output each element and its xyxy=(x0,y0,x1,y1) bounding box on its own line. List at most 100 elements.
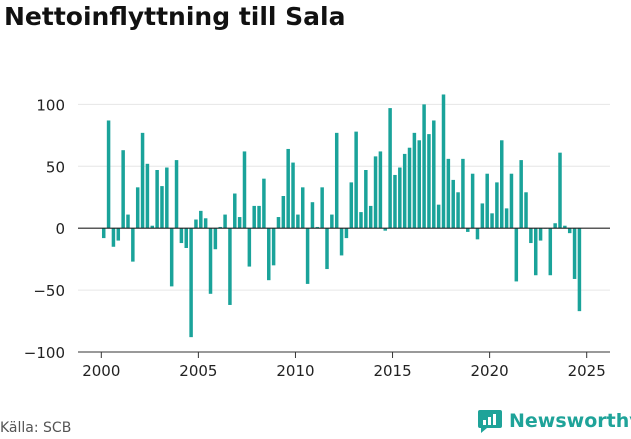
bar xyxy=(451,179,455,229)
chart-title: Nettoinflyttning till Sala xyxy=(4,2,346,31)
bar xyxy=(291,162,295,229)
bar xyxy=(121,150,125,229)
bar xyxy=(242,151,247,229)
y-tick-label: −50 xyxy=(33,282,65,300)
axes: −100 −50 0 50 100 2000 2005 2010 2015 2020 2025 xyxy=(24,96,610,380)
bar xyxy=(466,228,470,232)
bar xyxy=(111,228,116,247)
bar xyxy=(305,228,310,284)
bar xyxy=(101,228,106,239)
bar xyxy=(364,170,368,229)
bar xyxy=(271,228,276,266)
bar xyxy=(407,147,412,229)
bar xyxy=(383,228,388,231)
bar xyxy=(237,217,242,229)
bar xyxy=(427,134,431,229)
bar xyxy=(504,208,509,229)
bar xyxy=(339,228,344,256)
bar xyxy=(310,202,315,229)
bar xyxy=(199,210,203,229)
bar xyxy=(189,228,193,338)
x-tick-label: 2010 xyxy=(276,362,314,380)
bar xyxy=(509,173,514,229)
bar xyxy=(500,140,504,229)
bar xyxy=(388,108,392,229)
bar xyxy=(325,228,329,270)
bar xyxy=(344,228,349,239)
bar xyxy=(349,182,354,229)
bar xyxy=(169,228,174,287)
bar xyxy=(281,196,286,229)
bar xyxy=(203,218,208,229)
bar xyxy=(441,94,446,229)
bar xyxy=(563,225,567,229)
bar xyxy=(233,193,237,229)
bar xyxy=(514,228,519,282)
bar xyxy=(432,120,436,229)
x-tick-label: 2020 xyxy=(471,362,509,380)
bar xyxy=(223,214,227,229)
bar xyxy=(286,148,290,229)
bar xyxy=(228,228,232,305)
bar xyxy=(378,151,383,229)
bar xyxy=(257,205,261,229)
bar xyxy=(446,158,451,229)
bar xyxy=(495,182,499,229)
bar xyxy=(533,228,538,276)
bar xyxy=(131,228,135,262)
bar xyxy=(184,228,188,248)
bar xyxy=(436,204,441,229)
bar xyxy=(490,213,494,229)
bar xyxy=(218,226,222,229)
bar xyxy=(558,152,562,229)
bar xyxy=(567,228,572,234)
bar xyxy=(485,173,489,229)
bar xyxy=(106,120,111,229)
bar xyxy=(461,158,465,229)
bar xyxy=(330,214,334,229)
y-tick-label: 0 xyxy=(55,220,65,238)
y-tick-label: 100 xyxy=(36,96,65,114)
bar xyxy=(354,131,358,229)
bar xyxy=(126,214,130,229)
bar xyxy=(417,140,421,229)
bar xyxy=(577,228,582,312)
y-tick-label: −100 xyxy=(24,344,65,362)
bar xyxy=(524,192,528,229)
y-tick-label: 50 xyxy=(46,158,65,176)
bar xyxy=(320,187,324,229)
bar xyxy=(548,228,553,276)
bar xyxy=(145,163,150,229)
bar xyxy=(160,186,164,229)
bar xyxy=(519,160,523,229)
bar xyxy=(296,214,300,229)
bar xyxy=(475,228,480,240)
bar xyxy=(252,205,256,229)
bar xyxy=(208,228,213,294)
bar xyxy=(398,167,402,229)
bar xyxy=(315,226,320,229)
bar xyxy=(247,228,252,267)
x-tick-label: 2015 xyxy=(373,362,411,380)
bar xyxy=(538,228,543,241)
bar xyxy=(402,153,407,229)
bar xyxy=(456,192,460,229)
bar xyxy=(529,228,533,244)
bar xyxy=(470,173,475,229)
bar xyxy=(262,178,266,229)
bar xyxy=(150,225,155,229)
x-tick-label: 2000 xyxy=(82,362,120,380)
brand-name: Newsworthy xyxy=(509,410,631,432)
bar xyxy=(373,156,378,229)
source-note: Källa: SCB xyxy=(0,420,72,436)
bar xyxy=(140,132,145,229)
bar xyxy=(368,205,373,229)
bar xyxy=(165,167,169,229)
bar xyxy=(359,212,363,229)
bar xyxy=(572,228,577,279)
newsworthy-icon xyxy=(478,410,502,433)
x-tick-label: 2005 xyxy=(179,362,217,380)
bar xyxy=(412,132,417,229)
bar xyxy=(553,223,557,229)
